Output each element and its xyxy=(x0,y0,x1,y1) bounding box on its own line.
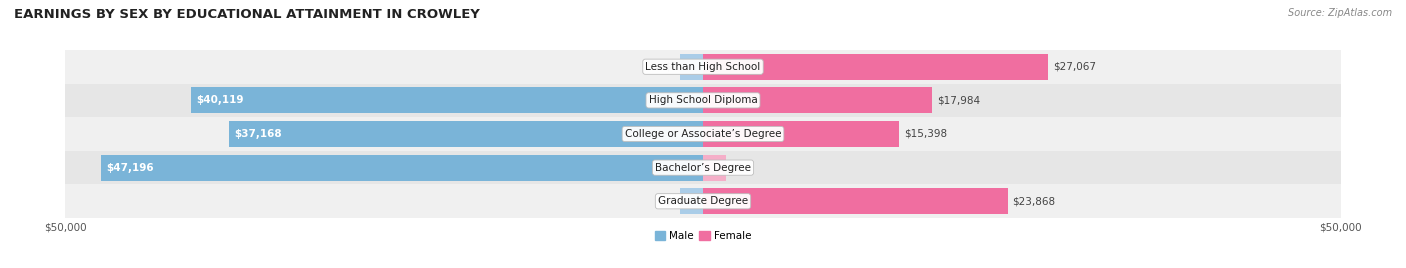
Text: $37,168: $37,168 xyxy=(233,129,281,139)
Text: College or Associate’s Degree: College or Associate’s Degree xyxy=(624,129,782,139)
Text: EARNINGS BY SEX BY EDUCATIONAL ATTAINMENT IN CROWLEY: EARNINGS BY SEX BY EDUCATIONAL ATTAINMEN… xyxy=(14,8,479,21)
Bar xyxy=(65,117,1341,151)
Bar xyxy=(703,54,1049,80)
Text: $23,868: $23,868 xyxy=(1012,196,1056,206)
Text: High School Diploma: High School Diploma xyxy=(648,95,758,105)
Text: $47,196: $47,196 xyxy=(105,163,153,173)
Bar xyxy=(65,151,1341,184)
Text: $40,119: $40,119 xyxy=(197,95,243,105)
Text: $15,398: $15,398 xyxy=(904,129,948,139)
Text: $0: $0 xyxy=(664,62,676,72)
Bar xyxy=(703,155,725,181)
Legend: Male, Female: Male, Female xyxy=(651,227,755,245)
Bar xyxy=(191,87,703,113)
Text: Graduate Degree: Graduate Degree xyxy=(658,196,748,206)
Text: Bachelor’s Degree: Bachelor’s Degree xyxy=(655,163,751,173)
Text: $17,984: $17,984 xyxy=(938,95,980,105)
Bar xyxy=(101,155,703,181)
Bar xyxy=(65,184,1341,218)
Text: $0: $0 xyxy=(730,163,742,173)
Bar xyxy=(703,87,932,113)
Bar xyxy=(681,54,703,80)
Bar xyxy=(65,50,1341,84)
Bar xyxy=(681,188,703,214)
Bar xyxy=(229,121,703,147)
Text: Less than High School: Less than High School xyxy=(645,62,761,72)
Bar xyxy=(703,121,900,147)
Text: Source: ZipAtlas.com: Source: ZipAtlas.com xyxy=(1288,8,1392,18)
Text: $0: $0 xyxy=(664,196,676,206)
Bar xyxy=(65,84,1341,117)
Text: $27,067: $27,067 xyxy=(1053,62,1097,72)
Bar xyxy=(703,188,1008,214)
